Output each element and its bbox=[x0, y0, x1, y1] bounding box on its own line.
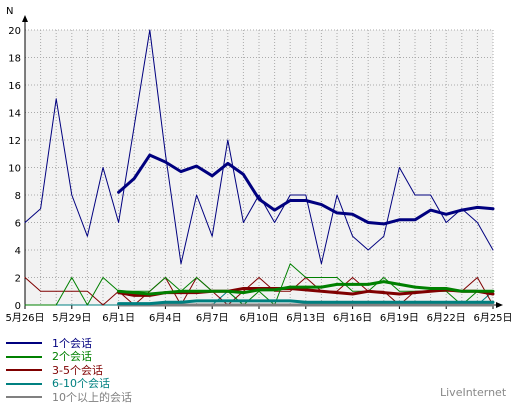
series-3-average-line bbox=[117, 299, 495, 306]
x-axis-arrow bbox=[496, 302, 503, 308]
y-tick-label: 4 bbox=[15, 246, 21, 257]
x-tick-label: 6月10日 bbox=[239, 312, 278, 324]
y-tick-label: 12 bbox=[8, 136, 21, 147]
legend-swatch bbox=[6, 396, 42, 398]
x-tick-label: 6月22日 bbox=[427, 312, 466, 324]
x-tick-label: 6月7日 bbox=[196, 312, 229, 324]
x-tick-label: 6月25日 bbox=[473, 312, 512, 324]
legend-item: 10个以上的会话 bbox=[6, 390, 132, 404]
y-axis-arrow bbox=[22, 15, 28, 22]
legend-label: 6-10个会话 bbox=[52, 377, 110, 390]
y-tick-label: 10 bbox=[8, 164, 21, 175]
series-0-average-line bbox=[117, 153, 495, 226]
x-tick-label: 6月4日 bbox=[149, 312, 182, 324]
y-tick-label: 0 bbox=[15, 301, 21, 312]
legend-swatch bbox=[6, 355, 42, 358]
x-tick-label: 6月16日 bbox=[333, 312, 372, 324]
x-tick-label: 5月29日 bbox=[52, 312, 91, 324]
x-tick-label: 6月13日 bbox=[286, 312, 325, 324]
series-0-daily-line bbox=[24, 29, 494, 265]
y-tick-label: 18 bbox=[8, 54, 21, 65]
y-tick-label: 8 bbox=[15, 191, 21, 202]
y-tick-label: 16 bbox=[8, 81, 21, 92]
legend-swatch bbox=[6, 369, 42, 371]
legend-item: 1个会话 bbox=[6, 336, 92, 350]
y-tick-label: 2 bbox=[15, 274, 21, 285]
legend-label: 3-5个会话 bbox=[52, 363, 103, 377]
legend-item: 6-10个会话 bbox=[6, 377, 110, 391]
legend-label: 1个会话 bbox=[52, 336, 92, 350]
legend-label: 2个会话 bbox=[52, 350, 92, 363]
x-tick-label: 6月19日 bbox=[380, 312, 419, 324]
legend-swatch bbox=[6, 382, 42, 385]
y-axis-label: N bbox=[6, 6, 13, 17]
watermark: LiveInternet bbox=[440, 386, 507, 399]
legend-label: 10个以上的会话 bbox=[52, 390, 132, 404]
y-tick-label: 14 bbox=[8, 109, 21, 120]
legend-swatch bbox=[6, 342, 42, 344]
series-1-average-line bbox=[117, 280, 495, 296]
x-tick-label: 5月26日 bbox=[5, 312, 44, 324]
legend-item: 2个会话 bbox=[6, 350, 92, 364]
legend-item: 3-5个会话 bbox=[6, 363, 103, 377]
y-tick-label: 20 bbox=[8, 26, 21, 37]
x-tick-label: 6月1日 bbox=[102, 312, 135, 324]
y-tick-label: 6 bbox=[15, 219, 21, 230]
